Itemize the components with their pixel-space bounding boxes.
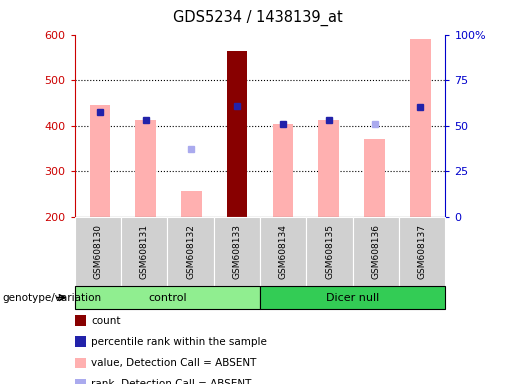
Text: value, Detection Call = ABSENT: value, Detection Call = ABSENT bbox=[91, 358, 256, 368]
Text: genotype/variation: genotype/variation bbox=[3, 293, 101, 303]
Text: rank, Detection Call = ABSENT: rank, Detection Call = ABSENT bbox=[91, 379, 251, 384]
Text: GSM608131: GSM608131 bbox=[140, 224, 149, 279]
Text: Dicer null: Dicer null bbox=[326, 293, 380, 303]
Bar bbox=[272, 124, 293, 217]
Text: GSM608136: GSM608136 bbox=[371, 224, 381, 279]
Bar bbox=[181, 190, 202, 217]
Text: GSM608134: GSM608134 bbox=[279, 224, 288, 279]
Bar bbox=[90, 105, 110, 217]
Text: percentile rank within the sample: percentile rank within the sample bbox=[91, 337, 267, 347]
Bar bbox=[227, 51, 248, 217]
Text: GSM608133: GSM608133 bbox=[232, 224, 242, 279]
Bar bbox=[364, 139, 385, 217]
Text: GDS5234 / 1438139_at: GDS5234 / 1438139_at bbox=[173, 10, 342, 26]
Text: GSM608135: GSM608135 bbox=[325, 224, 334, 279]
Bar bbox=[227, 108, 248, 217]
Text: count: count bbox=[91, 316, 121, 326]
Bar bbox=[410, 39, 431, 217]
Text: control: control bbox=[148, 293, 186, 303]
Bar bbox=[318, 120, 339, 217]
Text: GSM608130: GSM608130 bbox=[93, 224, 102, 279]
Text: GSM608132: GSM608132 bbox=[186, 224, 195, 279]
Text: GSM608137: GSM608137 bbox=[418, 224, 427, 279]
Bar bbox=[135, 120, 156, 217]
